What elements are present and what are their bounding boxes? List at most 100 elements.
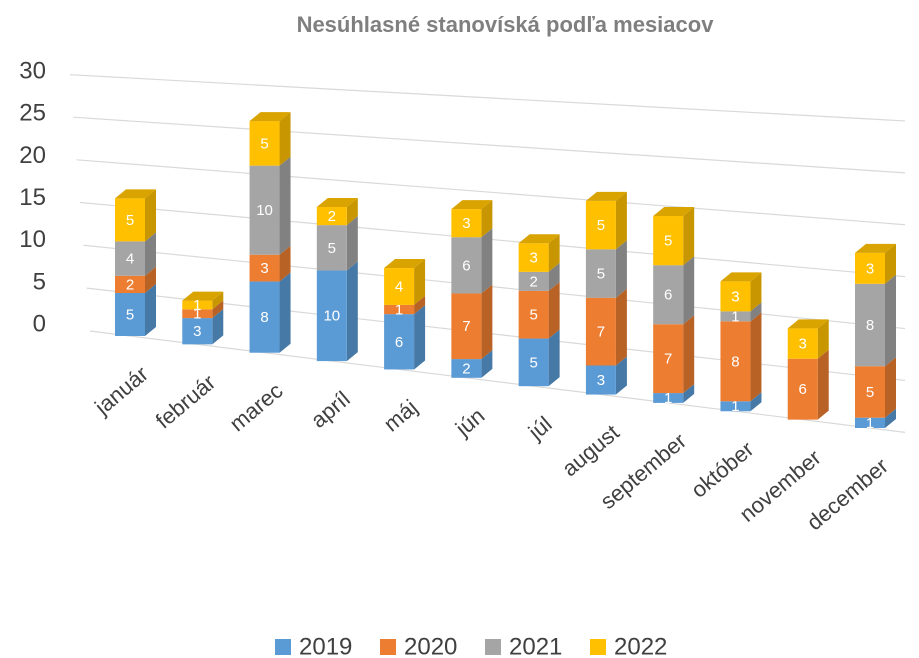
data-label: 8 xyxy=(260,309,268,326)
bar-side xyxy=(346,198,358,226)
data-label: 5 xyxy=(126,306,134,323)
bar-side xyxy=(885,357,896,418)
data-label: 10 xyxy=(256,202,273,219)
grid-line xyxy=(73,116,906,174)
bar-side xyxy=(145,232,156,276)
bar-side xyxy=(615,288,627,366)
bar-stack: 10 5 2 xyxy=(316,198,358,362)
bar xyxy=(518,338,549,387)
bar xyxy=(384,268,415,305)
bar xyxy=(316,225,347,271)
legend-label: 2021 xyxy=(509,633,562,658)
bar xyxy=(720,321,751,402)
legend-swatch xyxy=(590,639,606,655)
bar-top xyxy=(653,207,695,217)
data-label: 1 xyxy=(731,398,739,415)
bar xyxy=(249,165,280,255)
bar-side xyxy=(279,272,291,353)
bar xyxy=(115,198,145,242)
bar-side xyxy=(548,262,560,291)
bar xyxy=(316,207,347,226)
bar-side xyxy=(346,216,358,271)
bar-side xyxy=(750,312,762,402)
y-tick-label: 20 xyxy=(19,142,46,169)
data-label: 1 xyxy=(193,297,201,314)
bar xyxy=(653,393,684,403)
data-label: 3 xyxy=(260,260,268,277)
bar xyxy=(249,121,280,166)
data-label: 2 xyxy=(529,273,537,290)
bar-top xyxy=(855,243,896,253)
data-label: 4 xyxy=(126,251,134,268)
y-tick-label: 5 xyxy=(33,268,46,295)
bar xyxy=(316,270,347,362)
data-label: 5 xyxy=(597,217,605,234)
bar xyxy=(787,358,818,420)
bar-top xyxy=(316,198,358,208)
bar-top xyxy=(518,234,560,244)
y-tick-label: 10 xyxy=(19,226,46,253)
bar-stack: 6 1 4 xyxy=(384,259,426,370)
bar xyxy=(451,209,482,238)
grid-line xyxy=(79,201,906,278)
bar xyxy=(115,241,145,276)
data-label: 3 xyxy=(799,336,807,353)
bar xyxy=(855,366,885,418)
x-tick-label: február xyxy=(151,369,220,433)
x-tick-label: marec xyxy=(225,378,288,436)
bar-side xyxy=(346,261,358,362)
bar-side xyxy=(548,281,560,339)
bar xyxy=(787,328,818,359)
legend-swatch xyxy=(485,639,501,655)
bar-side xyxy=(414,305,426,370)
bar-stack: 311 xyxy=(182,291,224,345)
bar-stack: 8 3 10 5 xyxy=(249,112,291,353)
data-label: 5 xyxy=(260,135,268,152)
data-label: 1 xyxy=(193,306,201,323)
bar xyxy=(720,281,751,312)
bar-side xyxy=(481,350,493,378)
bar xyxy=(182,300,213,310)
bar xyxy=(585,200,616,250)
data-label: 8 xyxy=(866,317,874,334)
bar xyxy=(451,237,482,294)
data-label: 6 xyxy=(799,381,807,398)
y-tick-label: 25 xyxy=(19,100,46,127)
bar-side xyxy=(481,284,493,360)
bar-side xyxy=(279,156,291,255)
bar-side xyxy=(750,302,762,322)
y-tick-label: 0 xyxy=(33,311,46,338)
data-label: 1 xyxy=(664,390,672,407)
data-label: 10 xyxy=(323,308,340,325)
bar-top xyxy=(720,272,762,282)
bar-side xyxy=(414,295,426,315)
bar xyxy=(182,318,213,345)
bar-stack: 63 xyxy=(787,319,829,420)
bar xyxy=(384,304,415,315)
bar-side xyxy=(750,272,762,312)
data-label: 2 xyxy=(126,276,134,293)
grid-line xyxy=(83,244,906,330)
data-label: 1 xyxy=(866,415,874,432)
bar-side xyxy=(615,191,627,250)
legend-label: 2019 xyxy=(299,633,352,658)
bar-stack: 2 7 6 3 xyxy=(451,200,493,378)
bar xyxy=(249,281,280,353)
bar-top xyxy=(787,319,829,329)
legend-label: 2020 xyxy=(404,633,457,658)
bar-side xyxy=(817,319,829,359)
chart-title: Nesúhlasné stanovíská podľa mesiacov xyxy=(297,12,715,37)
legend-swatch xyxy=(380,639,396,655)
bar-side xyxy=(279,112,291,166)
bar xyxy=(518,243,549,272)
x-tick-label: júl xyxy=(523,411,557,445)
bar-side xyxy=(145,189,156,242)
x-tick-label: máj xyxy=(379,395,422,437)
bar xyxy=(585,297,616,366)
data-label: 7 xyxy=(597,324,605,341)
bar-side xyxy=(750,392,762,412)
data-label: 1 xyxy=(731,308,739,325)
bar-side xyxy=(145,266,156,293)
bar-side xyxy=(548,234,560,272)
